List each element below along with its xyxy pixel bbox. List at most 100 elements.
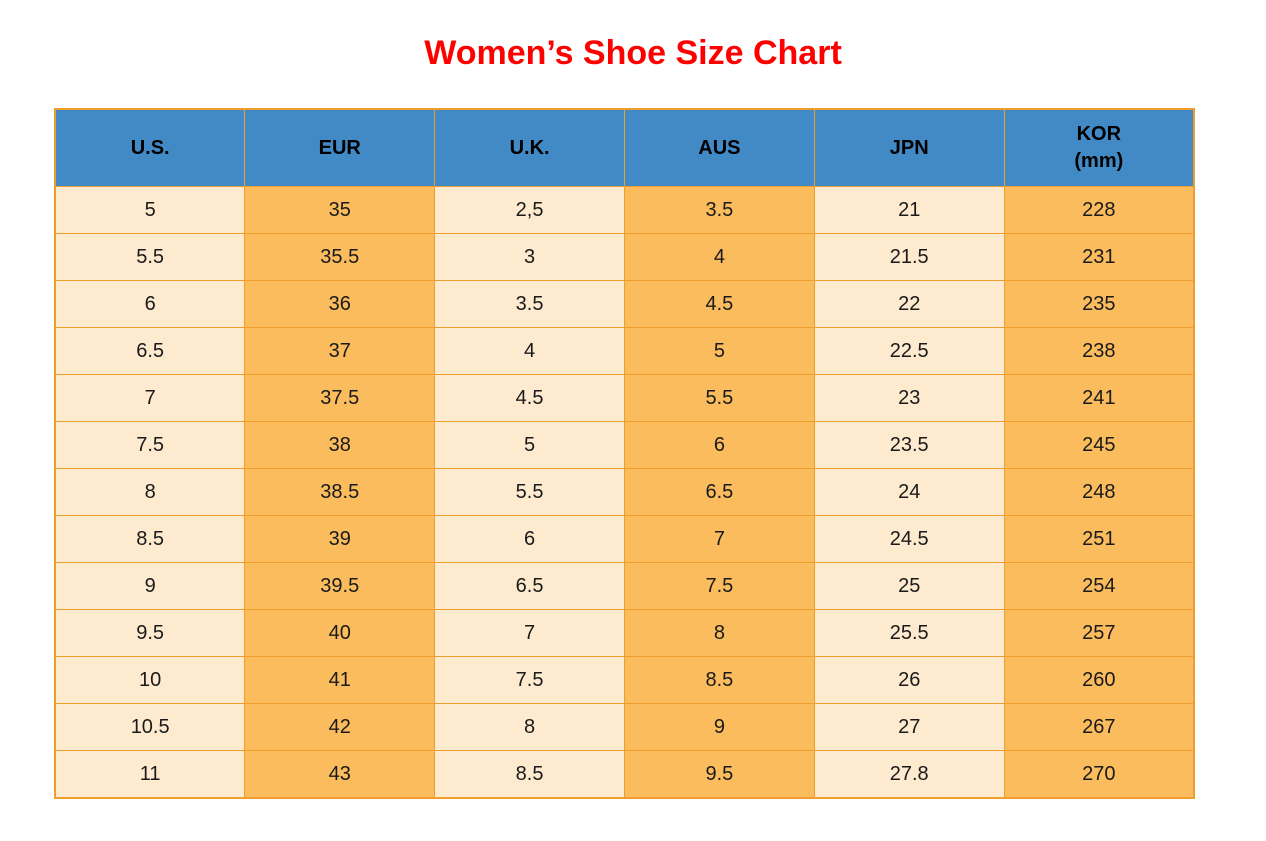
header-cell-jpn: JPN (813, 108, 1005, 187)
table-cell: 8 (623, 609, 815, 657)
table-body: 5 35 2,5 3.5 21 228 5.5 35.5 3 4 21.5 231 6 36 3.5 4.5 2… (54, 186, 1195, 799)
table-row: 7.5 38 5 6 23.5 245 (54, 421, 1195, 469)
table-cell: 3 (434, 233, 625, 281)
table-cell: 7 (623, 515, 815, 563)
size-chart-container: U.S. EUR U.K. AUS JPN KOR (mm) 5 35 2,5 3.5 21 228 5… (54, 108, 1195, 799)
table-cell: 10 (54, 656, 246, 704)
header-cell-uk: U.K. (434, 108, 625, 187)
table-cell: 25.5 (813, 609, 1005, 657)
table-cell: 8.5 (54, 515, 246, 563)
table-cell: 9.5 (54, 609, 246, 657)
header-cell-eur: EUR (244, 108, 436, 187)
table-cell: 36 (244, 280, 436, 328)
table-cell: 5 (434, 421, 625, 469)
table-cell: 4.5 (623, 280, 815, 328)
table-cell: 23.5 (813, 421, 1005, 469)
table-cell: 27 (813, 703, 1005, 751)
table-cell: 5 (623, 327, 815, 375)
table-cell: 248 (1003, 468, 1195, 516)
table-cell: 21 (813, 186, 1005, 234)
table-row: 5.5 35.5 3 4 21.5 231 (54, 233, 1195, 281)
table-cell: 245 (1003, 421, 1195, 469)
table-cell: 7.5 (54, 421, 246, 469)
table-cell: 38 (244, 421, 436, 469)
table-cell: 8.5 (623, 656, 815, 704)
page-title: Women’s Shoe Size Chart (424, 34, 842, 72)
table-cell: 2,5 (434, 186, 625, 234)
table-cell: 38.5 (244, 468, 436, 516)
table-cell: 5.5 (434, 468, 625, 516)
table-cell: 8 (434, 703, 625, 751)
table-cell: 235 (1003, 280, 1195, 328)
table-cell: 42 (244, 703, 436, 751)
table-cell: 254 (1003, 562, 1195, 610)
table-cell: 35.5 (244, 233, 436, 281)
table-cell: 7.5 (434, 656, 625, 704)
table-cell: 43 (244, 750, 436, 799)
table-cell: 4 (434, 327, 625, 375)
table-cell: 24 (813, 468, 1005, 516)
table-cell: 9.5 (623, 750, 815, 799)
table-cell: 3.5 (434, 280, 625, 328)
table-cell: 241 (1003, 374, 1195, 422)
table-cell: 24.5 (813, 515, 1005, 563)
header-cell-us: U.S. (54, 108, 246, 187)
table-cell: 23 (813, 374, 1005, 422)
table-cell: 4.5 (434, 374, 625, 422)
table-cell: 21.5 (813, 233, 1005, 281)
table-cell: 270 (1003, 750, 1195, 799)
header-cell-kor: KOR (mm) (1003, 108, 1195, 187)
table-cell: 9 (623, 703, 815, 751)
table-cell: 41 (244, 656, 436, 704)
table-cell: 3.5 (623, 186, 815, 234)
table-row: 5 35 2,5 3.5 21 228 (54, 186, 1195, 234)
table-cell: 22 (813, 280, 1005, 328)
table-cell: 26 (813, 656, 1005, 704)
table-row: 9.5 40 7 8 25.5 257 (54, 609, 1195, 657)
table-cell: 5 (54, 186, 246, 234)
table-cell: 8.5 (434, 750, 625, 799)
table-cell: 40 (244, 609, 436, 657)
table-cell: 6.5 (54, 327, 246, 375)
table-cell: 6 (623, 421, 815, 469)
table-cell: 9 (54, 562, 246, 610)
table-cell: 6 (434, 515, 625, 563)
table-cell: 11 (54, 750, 246, 799)
table-row: 10.5 42 8 9 27 267 (54, 703, 1195, 751)
table-cell: 228 (1003, 186, 1195, 234)
table-cell: 39 (244, 515, 436, 563)
table-cell: 7 (434, 609, 625, 657)
table-cell: 238 (1003, 327, 1195, 375)
table-cell: 35 (244, 186, 436, 234)
table-header: U.S. EUR U.K. AUS JPN KOR (mm) (54, 108, 1195, 187)
table-cell: 267 (1003, 703, 1195, 751)
table-cell: 37.5 (244, 374, 436, 422)
table-row: 8 38.5 5.5 6.5 24 248 (54, 468, 1195, 516)
table-cell: 22.5 (813, 327, 1005, 375)
table-row: 8.5 39 6 7 24.5 251 (54, 515, 1195, 563)
header-cell-aus: AUS (623, 108, 815, 187)
table-cell: 39.5 (244, 562, 436, 610)
header-row: U.S. EUR U.K. AUS JPN KOR (mm) (54, 108, 1195, 187)
table-row: 11 43 8.5 9.5 27.8 270 (54, 750, 1195, 799)
table-cell: 6 (54, 280, 246, 328)
table-cell: 8 (54, 468, 246, 516)
table-cell: 5.5 (623, 374, 815, 422)
table-cell: 7.5 (623, 562, 815, 610)
table-row: 9 39.5 6.5 7.5 25 254 (54, 562, 1195, 610)
table-row: 6.5 37 4 5 22.5 238 (54, 327, 1195, 375)
table-cell: 6.5 (623, 468, 815, 516)
table-cell: 6.5 (434, 562, 625, 610)
table-cell: 7 (54, 374, 246, 422)
table-cell: 260 (1003, 656, 1195, 704)
table-cell: 27.8 (813, 750, 1005, 799)
table-row: 10 41 7.5 8.5 26 260 (54, 656, 1195, 704)
table-cell: 251 (1003, 515, 1195, 563)
table-row: 6 36 3.5 4.5 22 235 (54, 280, 1195, 328)
table-cell: 37 (244, 327, 436, 375)
table-cell: 10.5 (54, 703, 246, 751)
table-cell: 25 (813, 562, 1005, 610)
table-cell: 4 (623, 233, 815, 281)
table-cell: 257 (1003, 609, 1195, 657)
size-chart-table: U.S. EUR U.K. AUS JPN KOR (mm) 5 35 2,5 3.5 21 228 5… (54, 108, 1195, 799)
